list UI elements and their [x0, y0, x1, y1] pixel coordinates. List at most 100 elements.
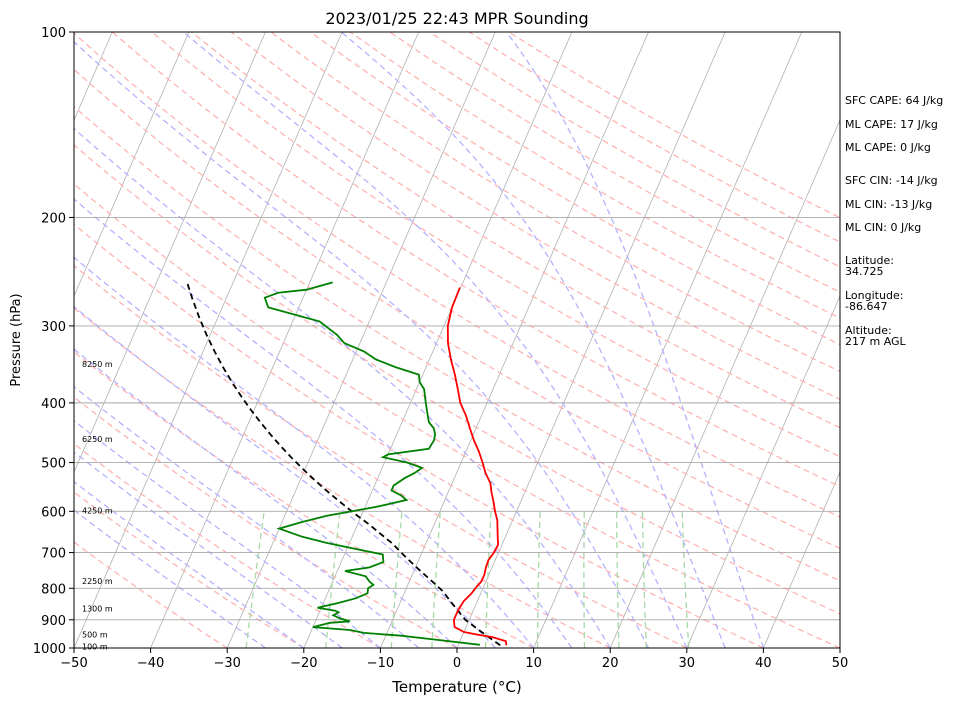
dry-adiabat-line	[74, 105, 840, 582]
ml-cin-text-2: ML CIN: 0 J/kg	[845, 221, 921, 234]
y-tick-label: 300	[41, 320, 66, 335]
moist-adiabat-line	[74, 198, 573, 648]
dry-adiabat-line	[74, 68, 840, 550]
dry-adiabat-line	[111, 32, 840, 488]
sfc-cape-text: SFC CAPE: 64 J/kg	[845, 94, 943, 107]
dry-adiabat-line	[74, 307, 611, 648]
isotherm-line	[150, 32, 420, 648]
x-tick-label: 40	[755, 656, 772, 671]
moist-adiabat-line	[74, 451, 343, 648]
y-tick-label: 700	[41, 547, 66, 562]
dry-adiabat-line	[74, 491, 305, 648]
dry-adiabat-line	[74, 351, 534, 648]
x-tick-label: −10	[367, 656, 394, 671]
isotherm-line	[74, 32, 343, 648]
moist-adiabat-line	[505, 32, 765, 648]
dry-adiabat-line	[74, 183, 840, 648]
moist-adiabat-line	[74, 127, 611, 648]
y-tick-label: 500	[41, 457, 66, 472]
height-label: 100 m	[82, 643, 108, 652]
dry-adiabat-line	[191, 32, 840, 429]
isotherm-line	[380, 32, 649, 648]
x-tick-label: 20	[602, 656, 619, 671]
mixing-ratio-line	[641, 511, 648, 648]
latitude-label: Latitude:	[845, 254, 894, 267]
mixing-ratio-line	[390, 511, 403, 648]
x-tick-label: −40	[137, 656, 164, 671]
isotherm-line	[74, 32, 266, 474]
profiles	[186, 281, 508, 647]
x-tick-label: −20	[290, 656, 317, 671]
isotherm-line	[226, 32, 496, 648]
dry-adiabat-line	[74, 144, 840, 615]
moist-adiabat-line	[74, 385, 420, 648]
x-axis-label: Temperature (°C)	[391, 678, 521, 696]
height-label: 8250 m	[82, 360, 113, 369]
height-label: 500 m	[82, 630, 108, 639]
chart-title: 2023/01/25 22:43 MPR Sounding	[325, 9, 588, 28]
y-tick-label: 1000	[33, 642, 66, 657]
moist-adiabat-line	[74, 40, 650, 648]
sfc-cin-text: SFC CIN: -14 J/kg	[845, 174, 938, 187]
x-tick-label: 0	[453, 656, 461, 671]
moist-adiabat-line	[74, 509, 266, 648]
moist-adiabat-line	[183, 32, 688, 648]
moist-adiabat-line	[74, 480, 305, 648]
ml-cin-text-1: ML CIN: -13 J/kg	[845, 198, 932, 211]
moist-adiabat-line	[340, 32, 726, 648]
dry-adiabat-line	[310, 32, 840, 346]
height-label: 6250 m	[82, 435, 113, 444]
isotherm-line	[74, 32, 190, 298]
ml-cape-text-1: ML CAPE: 17 J/kg	[845, 118, 938, 131]
height-labels: 100 m 500 m 1300 m 2250 m 4250 m 6250 m 8250 m	[82, 360, 113, 652]
height-label: 2250 m	[82, 577, 113, 586]
y-tick-label: 600	[41, 505, 66, 520]
altitude-value: 217 m AGL	[845, 335, 907, 348]
x-tick-label: 50	[832, 656, 849, 671]
isotherm-line	[686, 294, 840, 648]
dry-adiabat-line	[74, 396, 458, 648]
isotherm-line	[303, 32, 573, 648]
height-label: 1300 m	[82, 604, 113, 613]
y-axis-label: Pressure (hPa)	[9, 293, 24, 386]
dry-adiabat-line	[74, 32, 840, 518]
height-label: 4250 m	[82, 506, 113, 515]
x-axis-ticks: −50 −40 −30 −20 −10 0 10 20 30 40 50	[60, 648, 848, 671]
moist-adiabat-line	[74, 348, 458, 648]
isotherm-line	[609, 118, 840, 648]
y-tick-label: 900	[41, 614, 66, 629]
longitude-label: Longitude:	[845, 289, 903, 302]
isotherm-line	[456, 32, 726, 648]
dry-adiabat-line	[389, 32, 840, 293]
dry-adiabat-line	[151, 32, 840, 458]
y-tick-label: 200	[41, 211, 66, 226]
indices-panel: SFC CAPE: 64 J/kg ML CAPE: 17 J/kg ML CA…	[845, 94, 943, 348]
dry-adiabat-line	[74, 264, 688, 648]
mixing-ratio-line	[616, 511, 620, 648]
y-tick-label: 100	[41, 26, 66, 41]
temperature-profile	[446, 287, 508, 646]
moist-adiabat-line	[74, 256, 535, 648]
altitude-label: Altitude:	[845, 324, 892, 337]
background-lines	[74, 32, 840, 648]
x-tick-label: 10	[525, 656, 542, 671]
longitude-value: -86.647	[845, 300, 887, 313]
moist-adiabat-line	[74, 419, 381, 648]
ml-cape-text-2: ML CAPE: 0 J/kg	[845, 141, 931, 154]
y-axis-ticks: 100 200 300 400 500 600 700 800 900 1000	[33, 26, 74, 657]
x-tick-label: 30	[679, 656, 696, 671]
x-tick-label: −30	[213, 656, 240, 671]
mixing-ratio-line	[431, 511, 441, 648]
dry-adiabat-line	[74, 443, 381, 648]
dry-adiabat-line	[270, 32, 840, 373]
mixing-ratio-line	[536, 511, 541, 648]
y-tick-label: 800	[41, 582, 66, 597]
y-tick-label: 400	[41, 397, 66, 412]
plot-frame	[73, 31, 841, 649]
dewpoint-profile	[263, 281, 481, 646]
isotherm-line	[533, 32, 803, 648]
pressure-gridlines	[74, 32, 840, 648]
mixing-ratio-line	[681, 511, 690, 648]
latitude-value: 34.725	[845, 265, 884, 278]
